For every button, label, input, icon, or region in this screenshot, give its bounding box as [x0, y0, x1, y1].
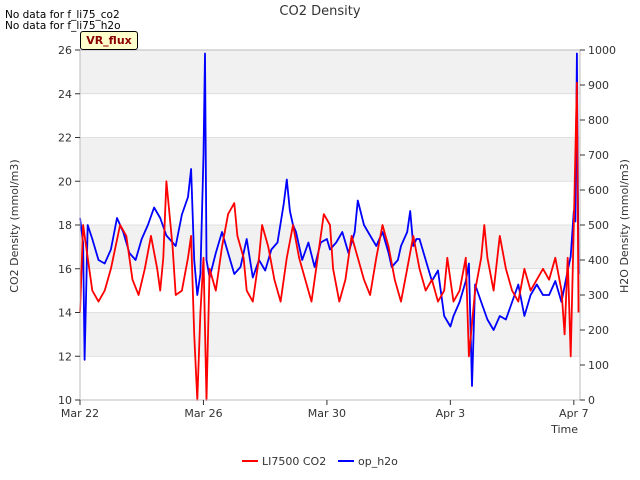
x-tick-label: Apr 7 — [559, 407, 589, 420]
y-tick-label: 22 — [58, 132, 72, 145]
y2-axis-label: H2O Density (mmol/m3) — [618, 159, 631, 293]
x-tick-label: Mar 30 — [308, 407, 346, 420]
y2-tick-label: 1000 — [588, 44, 616, 57]
y2-tick-label: 200 — [588, 324, 609, 337]
y-tick-label: 12 — [58, 350, 72, 363]
y2-tick-label: 400 — [588, 254, 609, 267]
background-bands — [80, 50, 580, 357]
y2-tick-label: 600 — [588, 184, 609, 197]
x-tick-label: Mar 22 — [61, 407, 99, 420]
y2-tick-label: 100 — [588, 359, 609, 372]
y2-axis-ticks: 0 100 200 300 400 500 600 700 800 900 1000 — [580, 44, 616, 407]
no-data-note-h2o: No data for f_li75_h2o — [5, 20, 121, 32]
x-tick-label: Mar 26 — [184, 407, 222, 420]
chart-title: CO2 Density — [279, 4, 360, 19]
y2-tick-label: 0 — [588, 394, 595, 407]
series-line-h2o — [79, 52, 580, 387]
series-layer — [79, 52, 580, 401]
y-tick-label: 14 — [58, 307, 72, 320]
y-tick-label: 24 — [58, 88, 72, 101]
x-tick-label: Apr 3 — [436, 407, 466, 420]
y-tick-label: 18 — [58, 219, 72, 232]
x-axis-label: Time — [550, 423, 578, 436]
series-line-co2 — [79, 81, 580, 401]
no-data-note-co2: No data for f_li75_co2 — [5, 9, 120, 21]
y-axis-ticks: 10 12 14 16 18 20 22 24 26 — [58, 44, 80, 407]
y-axis-label: CO2 Density (mmol/m3) — [8, 159, 21, 292]
y-tick-label: 16 — [58, 263, 72, 276]
legend-label-h2o: op_h2o — [358, 455, 398, 468]
y-tick-label: 26 — [58, 44, 72, 57]
x-axis-ticks: Mar 22 Mar 26 Mar 30 Apr 3 Apr 7 — [61, 400, 589, 420]
background-band — [80, 312, 580, 357]
site-tag: VR_flux — [80, 31, 138, 50]
y2-tick-label: 800 — [588, 114, 609, 127]
y-tick-label: 20 — [58, 175, 72, 188]
legend: LI7500 CO2 op_h2o — [242, 455, 398, 468]
legend-label-co2: LI7500 CO2 — [262, 455, 326, 468]
background-band — [80, 137, 580, 182]
y2-tick-label: 500 — [588, 219, 609, 232]
y2-tick-label: 900 — [588, 79, 609, 92]
y2-tick-label: 300 — [588, 289, 609, 302]
y-tick-label: 10 — [58, 394, 72, 407]
y2-tick-label: 700 — [588, 149, 609, 162]
background-band — [80, 50, 580, 94]
